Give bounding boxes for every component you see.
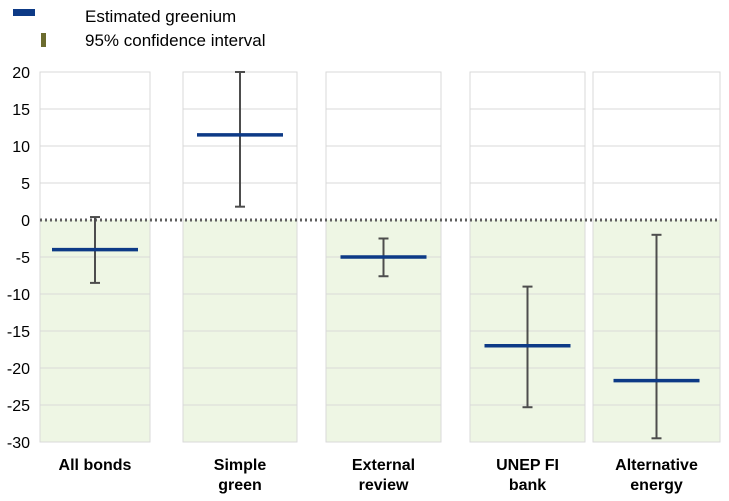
panel-simple-green (182, 71, 298, 443)
category-label-external-review: External review (352, 457, 415, 494)
y-tick-label: -30 (7, 435, 30, 452)
category-label-simple-green: Simple green (214, 457, 267, 494)
category-label-line: bank (509, 477, 546, 494)
y-tick-label: -20 (7, 361, 30, 378)
category-label-line: UNEP FI (496, 457, 559, 474)
panel-border (39, 71, 151, 443)
panel-border (592, 71, 721, 443)
y-tick-label: -5 (16, 250, 30, 267)
legend-label-confidence-interval: 95% confidence interval (85, 31, 266, 50)
category-label-all-bonds: All bonds (59, 457, 132, 474)
category-label-line: energy (630, 477, 683, 494)
y-tick-label: -25 (7, 398, 30, 415)
panel-border (325, 71, 442, 443)
legend-swatch-confidence-interval (41, 33, 46, 47)
y-tick-label: 0 (21, 213, 30, 230)
category-label-line: green (218, 477, 262, 494)
category-label-unep-fi-bank: UNEP FI bank (496, 457, 559, 494)
legend: Estimated greenium 95% confidence interva… (13, 7, 266, 50)
y-tick-label: -10 (7, 287, 30, 304)
y-tick-label: 5 (21, 176, 30, 193)
chart-marks (52, 71, 700, 440)
legend-swatch-estimated-greenium (13, 9, 35, 16)
panel-border (469, 71, 586, 443)
category-label-line: All bonds (59, 457, 132, 474)
x-axis-labels: All bonds Simple green External review UNEP F… (59, 457, 698, 494)
category-label-line: review (359, 477, 409, 494)
y-tick-label: 10 (12, 139, 30, 156)
y-tick-label: 15 (12, 102, 30, 119)
category-label-alternative-energy: Alternative energy (615, 457, 698, 494)
category-label-line: Alternative (615, 457, 698, 474)
legend-label-estimated-greenium: Estimated greenium (85, 7, 236, 26)
y-tick-label: 20 (12, 65, 30, 82)
category-label-line: Simple (214, 457, 267, 474)
y-tick-label: -15 (7, 324, 30, 341)
category-label-line: External (352, 457, 415, 474)
y-axis: 20 15 10 5 0 -5 -10 -15 -20 -25 -30 (7, 65, 30, 452)
